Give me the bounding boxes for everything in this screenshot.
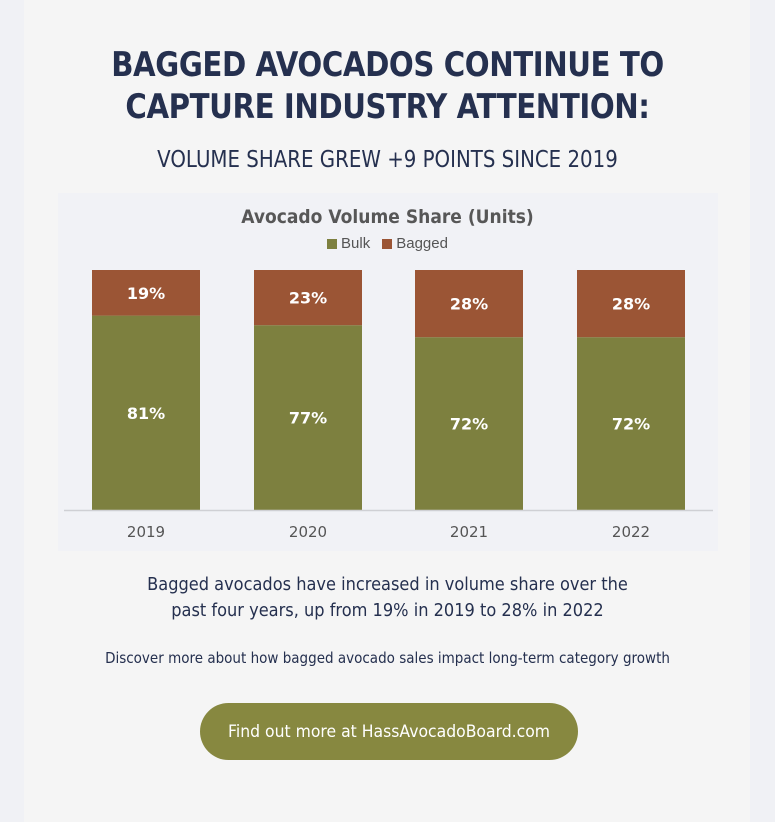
headline-line-2: CAPTURE INDUSTRY ATTENTION:: [125, 87, 650, 127]
data-label-bagged-2020: 23%: [289, 289, 327, 308]
x-tick-label-2022: 2022: [612, 523, 650, 541]
headline-line-1: BAGGED AVOCADOS CONTINUE TO: [111, 45, 664, 85]
chart-title: Avocado Volume Share (Units): [241, 206, 534, 228]
find-out-more-button[interactable]: Find out more at HassAvocadoBoard.com: [200, 703, 578, 760]
summary-line-2: past four years, up from 19% in 2019 to …: [171, 600, 604, 621]
bar-bagged-2019: [92, 270, 200, 316]
data-label-bulk-2019: 81%: [127, 404, 165, 423]
bar-bulk-2021: [415, 337, 523, 510]
data-label-bulk-2020: 77%: [289, 409, 327, 428]
summary-text: Bagged avocados have increased in volume…: [39, 572, 737, 624]
data-label-bulk-2021: 72%: [450, 415, 488, 434]
bar-bulk-2019: [92, 315, 200, 510]
bar-bulk-2022: [577, 337, 685, 510]
discover-text: Discover more about how bagged avocado s…: [105, 649, 670, 667]
chart-legend: Bulk Bagged: [0, 234, 775, 254]
find-out-more-label: Find out more at HassAvocadoBoard.com: [227, 721, 551, 742]
subheadline: VOLUME SHARE GREW +9 POINTS SINCE 2019: [157, 147, 618, 173]
legend-label-bulk: Bulk: [341, 235, 371, 252]
data-label-bagged-2019: 19%: [127, 284, 165, 303]
legend-item-bagged: Bagged: [382, 234, 448, 254]
legend-item-bulk: Bulk: [327, 234, 370, 254]
bar-bagged-2022: [577, 270, 685, 338]
legend-swatch-bagged: [382, 239, 393, 249]
legend-label-bagged: Bagged: [396, 235, 448, 252]
data-label-bagged-2021: 28%: [450, 295, 488, 314]
x-tick-label-2021: 2021: [450, 523, 488, 541]
headline: BAGGED AVOCADOS CONTINUE TO CAPTURE INDU…: [54, 44, 721, 128]
summary-line-1: Bagged avocados have increased in volume…: [147, 574, 628, 595]
x-tick-label-2020: 2020: [289, 523, 327, 541]
bar-bulk-2020: [254, 325, 362, 510]
data-label-bulk-2022: 72%: [612, 415, 650, 434]
data-label-bagged-2022: 28%: [612, 295, 650, 314]
bar-bagged-2021: [415, 270, 523, 338]
x-tick-label-2019: 2019: [127, 523, 165, 541]
bar-bagged-2020: [254, 270, 362, 326]
legend-swatch-bulk: [327, 239, 338, 249]
